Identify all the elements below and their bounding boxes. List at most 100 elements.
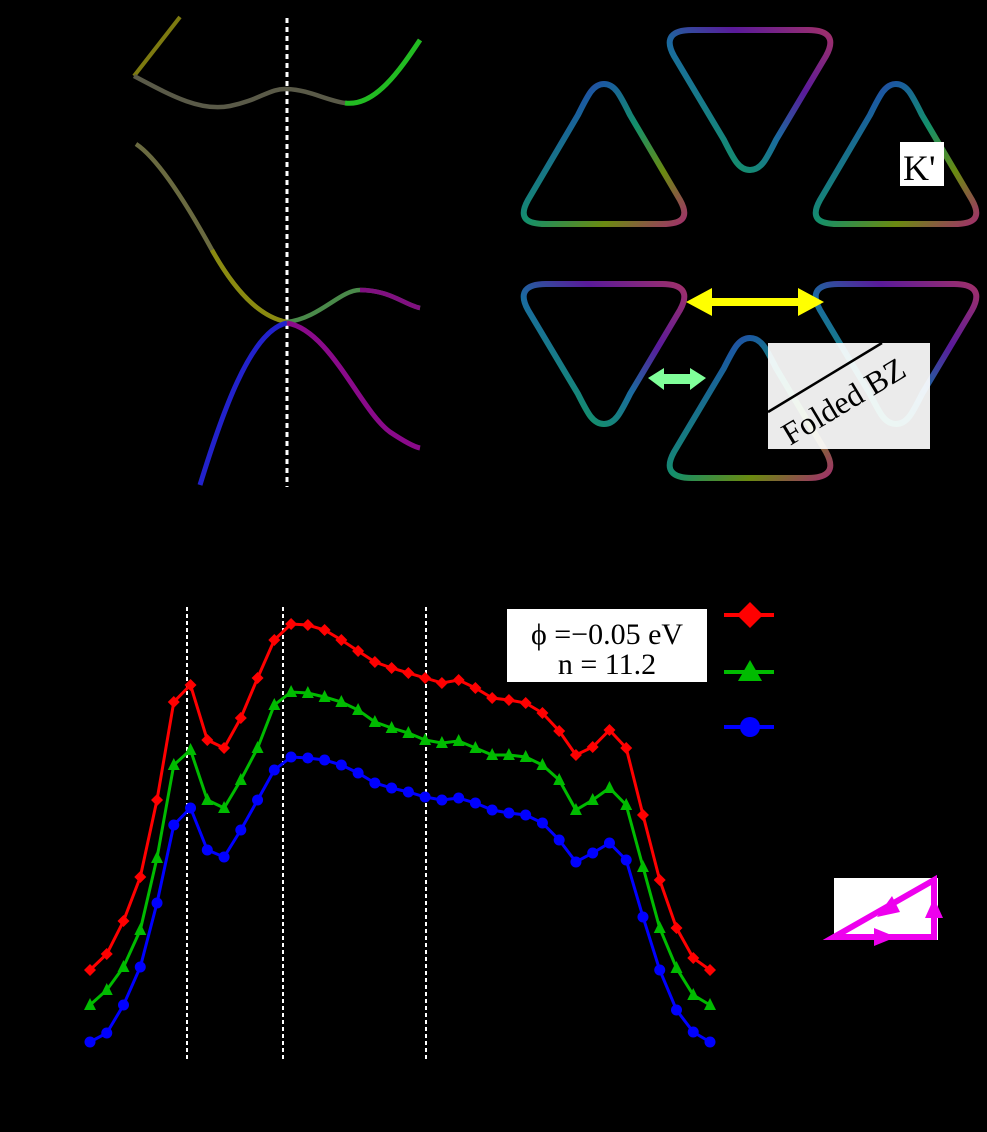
data-point (435, 736, 448, 748)
data-point (586, 741, 599, 753)
data-point (84, 1036, 96, 1048)
data-point (368, 656, 381, 668)
data-point (704, 964, 716, 976)
data-point (704, 1036, 716, 1048)
parameter-line-phi: ϕ =−0.05 eV (531, 618, 683, 651)
data-point (704, 998, 716, 1010)
data-point (670, 922, 683, 934)
data-point (687, 988, 700, 1000)
data-point (687, 1026, 699, 1038)
data-point (352, 703, 365, 715)
data-point (285, 618, 298, 630)
data-point (168, 819, 180, 831)
data-point (385, 662, 398, 674)
data-point (117, 915, 130, 927)
data-point (687, 952, 700, 964)
band-upper (132, 38, 422, 110)
data-point (603, 781, 616, 793)
data-point (134, 961, 146, 973)
data-point (402, 726, 415, 738)
data-point (335, 634, 348, 646)
legend (724, 602, 774, 737)
band-upper-left (132, 15, 182, 78)
k-path-inset (822, 874, 943, 946)
data-point (302, 752, 314, 764)
pocket-top-left (520, 80, 688, 227)
band-middle-right (286, 287, 421, 325)
data-point (519, 697, 532, 709)
data-point (84, 964, 96, 976)
data-point (167, 758, 180, 770)
data-point (670, 961, 683, 973)
band-middle-right-end (359, 287, 421, 311)
data-point (151, 851, 164, 863)
data-point (536, 758, 549, 770)
data-point (318, 624, 331, 636)
data-point (335, 759, 347, 771)
data-point (268, 698, 281, 710)
data-point (151, 897, 163, 909)
data-point (419, 791, 431, 803)
data-point (285, 685, 298, 697)
data-point (118, 999, 130, 1011)
data-point (101, 1027, 113, 1039)
k-prime-label: K' (903, 148, 935, 188)
data-point (502, 748, 515, 760)
data-point (553, 725, 566, 737)
data-point (637, 911, 649, 923)
band-middle-left (134, 142, 288, 325)
data-point (469, 797, 481, 809)
data-point (570, 856, 582, 868)
data-point (234, 712, 247, 724)
data-point (620, 742, 633, 754)
data-point (319, 754, 331, 766)
data-point (84, 998, 96, 1010)
data-point (653, 874, 666, 886)
parameter-box: ϕ =−0.05 eV n = 11.2 (507, 609, 707, 682)
data-point (134, 871, 147, 883)
legend-item-red (724, 602, 774, 628)
data-point (252, 794, 264, 806)
data-point (117, 960, 130, 972)
data-point (419, 733, 432, 745)
data-point (218, 742, 231, 754)
legend-item-green (724, 660, 774, 681)
data-point (553, 773, 566, 785)
folded-bz-boundary-line (767, 341, 883, 414)
data-point (234, 773, 247, 785)
data-point (268, 764, 280, 776)
data-point (151, 794, 164, 806)
data-point (335, 695, 348, 707)
data-point (453, 792, 465, 804)
pocket-bottom-left (520, 281, 688, 428)
parameter-line-n: n = 11.2 (558, 648, 656, 681)
path-arrow-up (925, 898, 943, 918)
data-point (235, 824, 247, 836)
data-point (587, 847, 599, 859)
nesting-arrow-long (686, 288, 824, 316)
data-point (620, 798, 633, 810)
data-point (201, 734, 214, 746)
data-point (553, 834, 565, 846)
data-point (603, 837, 615, 849)
data-point (486, 748, 499, 760)
data-point (301, 686, 314, 698)
data-point (201, 844, 213, 856)
data-point (134, 923, 147, 935)
data-point (285, 751, 297, 763)
series-line-blue (89, 755, 711, 1044)
data-point (167, 696, 180, 708)
data-point (368, 715, 381, 727)
path-arrow-down-left (877, 896, 900, 917)
nesting-arrow-short (648, 368, 706, 390)
data-point (184, 679, 197, 691)
data-point (586, 793, 599, 805)
data-point (653, 921, 666, 933)
data-point (419, 672, 432, 684)
band-middle-left-lower (210, 248, 288, 325)
path-arrow-right (874, 928, 896, 946)
band-lower-right (286, 320, 421, 451)
data-point (569, 803, 582, 815)
band-lower-left (197, 320, 288, 486)
